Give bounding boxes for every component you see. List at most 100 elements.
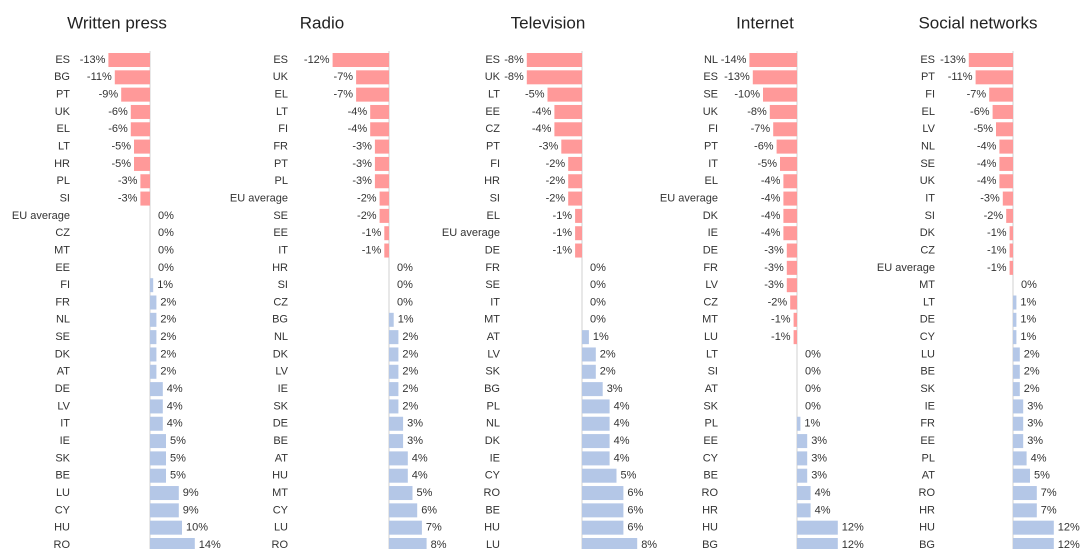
category-label: IE — [60, 435, 70, 447]
value-label: 2% — [160, 366, 176, 378]
bar — [582, 486, 624, 501]
value-label: 4% — [614, 435, 630, 447]
value-label: 2% — [1024, 348, 1040, 360]
category-label: PT — [486, 141, 500, 153]
value-label: 1% — [1020, 314, 1036, 326]
category-label: FR — [920, 418, 935, 430]
bar — [130, 104, 150, 119]
value-label: 0% — [590, 262, 606, 274]
value-label: 4% — [412, 452, 428, 464]
bar — [968, 53, 1013, 67]
bar — [752, 70, 797, 85]
category-label: NL — [704, 54, 718, 66]
value-label: -3% — [764, 279, 784, 291]
bar — [793, 312, 797, 327]
category-label: NL — [56, 314, 70, 326]
category-label: RO — [484, 487, 501, 499]
value-label: -1% — [553, 244, 573, 256]
bar — [130, 122, 150, 137]
value-label: 3% — [811, 470, 827, 482]
category-label: ES — [703, 71, 718, 83]
bar — [374, 174, 389, 189]
bar — [975, 70, 1013, 85]
category-label: EE — [55, 262, 70, 274]
bar — [150, 295, 157, 310]
value-label: 2% — [160, 296, 176, 308]
category-label: DK — [703, 210, 719, 222]
category-label: FI — [708, 123, 718, 135]
value-label: 2% — [160, 314, 176, 326]
category-label: IE — [490, 452, 500, 464]
category-label: EE — [703, 435, 718, 447]
value-label: 5% — [170, 470, 186, 482]
category-label: HU — [272, 470, 288, 482]
bar — [1013, 382, 1020, 397]
category-label: BG — [484, 383, 500, 395]
category-label: DE — [55, 383, 70, 395]
category-label: HR — [702, 504, 718, 516]
value-label: 4% — [1031, 452, 1047, 464]
category-label: IT — [278, 244, 288, 256]
value-label: -5% — [973, 123, 993, 135]
bar — [999, 139, 1013, 154]
panel-title: Written press — [67, 13, 167, 32]
value-label: -13% — [80, 54, 106, 66]
bar — [783, 208, 797, 223]
value-label: 5% — [417, 487, 433, 499]
bar — [749, 53, 797, 67]
value-label: -3% — [539, 141, 559, 153]
value-label: 12% — [1058, 539, 1080, 549]
bar — [150, 451, 166, 466]
bar — [783, 191, 797, 206]
category-label: CY — [485, 470, 501, 482]
value-label: -13% — [724, 71, 750, 83]
category-label: PL — [922, 452, 935, 464]
value-label: 4% — [815, 504, 831, 516]
category-label: ES — [485, 54, 500, 66]
value-label: -4% — [532, 123, 552, 135]
value-label: -7% — [751, 123, 771, 135]
bar — [150, 434, 166, 449]
bar — [150, 468, 166, 483]
bar — [786, 260, 797, 275]
bar — [582, 468, 617, 483]
value-label: 4% — [815, 487, 831, 499]
category-label: BE — [920, 366, 935, 378]
bar — [114, 70, 150, 85]
category-label: UK — [703, 106, 719, 118]
bar — [790, 295, 797, 310]
value-label: 2% — [402, 383, 418, 395]
category-label: MT — [54, 244, 70, 256]
value-label: -12% — [304, 54, 330, 66]
category-label: LT — [58, 141, 70, 153]
bar — [989, 87, 1013, 102]
value-label: 2% — [160, 348, 176, 360]
value-label: 7% — [426, 522, 442, 534]
category-label: LU — [274, 522, 288, 534]
value-label: 2% — [600, 348, 616, 360]
category-label: AT — [487, 331, 501, 343]
bar — [140, 191, 150, 206]
value-label: -6% — [108, 123, 128, 135]
bar — [575, 243, 582, 258]
value-label: -2% — [984, 210, 1004, 222]
category-label: EE — [273, 227, 288, 239]
category-label: UK — [920, 175, 936, 187]
category-label: LV — [487, 348, 500, 360]
category-label: EE — [920, 435, 935, 447]
category-label: HU — [919, 522, 935, 534]
category-label: RO — [272, 539, 289, 549]
value-label: -3% — [980, 192, 1000, 204]
value-label: 0% — [397, 296, 413, 308]
bar — [384, 226, 389, 241]
bar — [374, 139, 389, 154]
value-label: 12% — [842, 539, 864, 549]
category-label: MT — [919, 279, 935, 291]
value-label: -11% — [87, 71, 112, 83]
value-label: 10% — [186, 522, 208, 534]
value-label: 0% — [158, 244, 174, 256]
bar — [1013, 330, 1017, 345]
category-label: FI — [490, 158, 500, 170]
category-label: DK — [55, 348, 71, 360]
category-label: BG — [54, 71, 70, 83]
